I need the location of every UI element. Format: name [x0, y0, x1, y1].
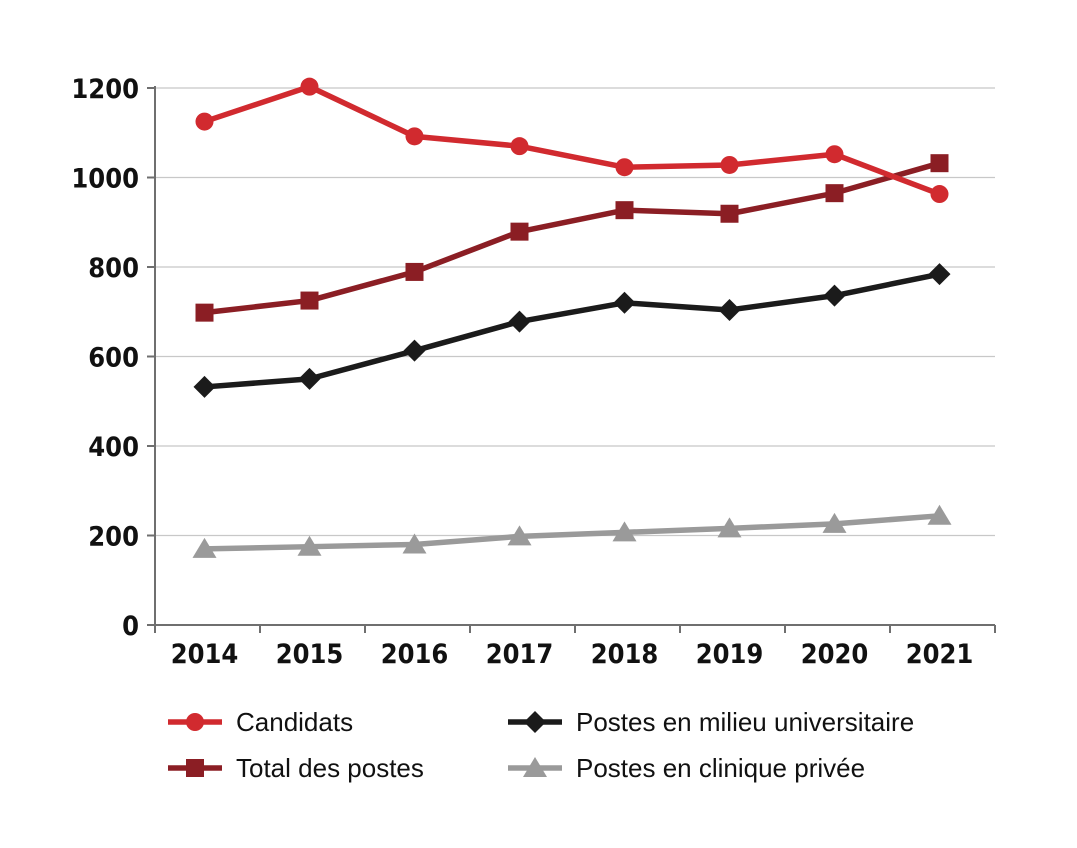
x-tick-label: 2015	[276, 639, 344, 670]
x-axis-ticks: 2014 2015 2016 2017 2018 2019 2020 2021	[154, 625, 996, 670]
data-point	[195, 303, 214, 322]
y-tick-label: 1000	[71, 164, 139, 195]
data-point	[300, 77, 319, 96]
data-point	[405, 262, 424, 281]
y-axis-ticks: 0 200 400 600 800 1000 1200	[71, 74, 155, 642]
series-line	[204, 271, 941, 390]
legend-marker	[186, 759, 204, 777]
data-point	[612, 521, 637, 542]
series-line	[204, 160, 941, 316]
x-tick-label: 2019	[696, 639, 764, 670]
series-group	[192, 77, 952, 558]
data-point	[717, 517, 742, 538]
data-point	[822, 512, 847, 533]
legend-marker	[524, 711, 546, 733]
legend-label: Postes en clinique privée	[576, 753, 865, 783]
x-tick-label: 2018	[591, 639, 659, 670]
data-point	[297, 535, 322, 556]
data-point	[405, 127, 424, 146]
series-line	[203, 83, 941, 197]
legend-label: Total des postes	[236, 753, 424, 783]
x-tick-label: 2014	[171, 639, 239, 670]
data-point	[510, 137, 529, 156]
data-point	[615, 201, 634, 220]
data-point	[825, 184, 844, 203]
legend-marker	[523, 757, 547, 777]
data-point	[720, 155, 739, 174]
data-point	[930, 154, 949, 173]
data-point	[298, 367, 321, 390]
gridlines	[155, 87, 995, 537]
data-point	[927, 504, 952, 525]
data-point	[823, 284, 846, 307]
data-point	[825, 145, 844, 164]
data-point	[615, 158, 634, 177]
data-point	[402, 533, 427, 554]
x-tick-label: 2020	[801, 639, 869, 670]
data-point	[507, 525, 532, 546]
y-tick-label: 800	[88, 253, 139, 284]
y-tick-label: 400	[88, 432, 139, 463]
data-point	[510, 222, 529, 241]
data-point	[613, 291, 636, 314]
y-tick-label: 1200	[71, 74, 139, 105]
data-point	[508, 310, 531, 333]
y-tick-label: 200	[88, 522, 139, 553]
data-point	[403, 339, 426, 362]
legend-marker	[186, 713, 204, 731]
data-point	[930, 185, 949, 204]
data-point	[720, 204, 739, 223]
legend: Candidats Total des postes Postes en milie…	[168, 707, 914, 783]
legend-label: Postes en milieu universitaire	[576, 707, 914, 737]
data-point	[193, 375, 216, 398]
y-tick-label: 0	[122, 611, 139, 642]
data-point	[192, 537, 217, 558]
data-point	[928, 263, 951, 286]
series-line	[204, 513, 940, 552]
data-point	[300, 291, 319, 310]
y-tick-label: 600	[88, 343, 139, 374]
legend-label: Candidats	[236, 707, 353, 737]
x-tick-label: 2017	[486, 639, 554, 670]
data-point	[718, 298, 741, 321]
data-point	[195, 112, 214, 131]
x-tick-label: 2016	[381, 639, 449, 670]
x-tick-label: 2021	[906, 639, 974, 670]
